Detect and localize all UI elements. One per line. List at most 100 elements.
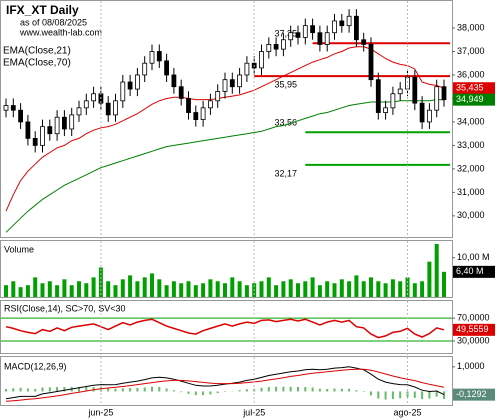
- volume-bar: [376, 281, 381, 297]
- y-tick-label: 30,0000: [457, 335, 490, 345]
- volume-bar: [171, 281, 176, 297]
- volume-bar: [77, 281, 81, 297]
- candle-body: [266, 44, 272, 52]
- value-badge: [453, 323, 495, 336]
- histogram-bar: [151, 386, 153, 392]
- histogram-bar: [435, 391, 438, 397]
- volume-bar: [369, 277, 373, 297]
- volume-bar: [332, 283, 337, 297]
- candle-body: [405, 76, 410, 90]
- legend-entry: EMA(Close,70): [3, 58, 71, 69]
- volume-bar: [40, 283, 45, 297]
- histogram-bar: [384, 391, 387, 400]
- histogram-bar: [48, 387, 51, 392]
- histogram-bar: [318, 388, 321, 392]
- histogram-bar: [238, 390, 241, 392]
- histogram-bar: [340, 388, 343, 392]
- value-badge: [453, 388, 495, 401]
- series-line: [5, 318, 445, 339]
- volume-bar: [164, 285, 169, 297]
- histogram-bar: [172, 390, 175, 392]
- histogram-bar: [289, 386, 292, 392]
- volume-bar: [310, 277, 315, 297]
- volume-bar: [120, 279, 125, 297]
- candle-body: [434, 86, 440, 111]
- candle-body: [346, 15, 352, 27]
- y-tick-label: 37,000: [457, 46, 485, 56]
- candle-body: [280, 39, 286, 50]
- candle-body: [47, 126, 53, 135]
- series-line: [5, 99, 445, 233]
- volume-bar: [347, 281, 352, 297]
- level-label: 37,35: [274, 29, 297, 39]
- histogram-bar: [41, 387, 44, 392]
- candle-body: [207, 100, 213, 109]
- candle-body: [324, 32, 330, 45]
- panel-title: RSI(Close,14), SC>70, SV<30: [4, 303, 126, 313]
- value-badge-label: 35,435: [456, 83, 484, 93]
- level-label: 32,17: [274, 168, 297, 178]
- volume-bar: [442, 271, 446, 297]
- candle-body: [310, 25, 316, 34]
- value-badge-label: 6,40 M: [456, 266, 484, 276]
- volume-bar: [288, 279, 293, 297]
- candle-body: [127, 81, 133, 90]
- level-label: 35,95: [274, 80, 297, 90]
- volume-bar: [317, 285, 322, 297]
- volume-bar: [135, 281, 140, 297]
- candle-body: [412, 76, 418, 104]
- value-badge: [453, 93, 495, 106]
- candle-body: [134, 74, 140, 90]
- histogram-bar: [421, 391, 424, 400]
- candle-body: [397, 88, 403, 95]
- candle-body: [288, 32, 294, 41]
- volume-panel: [0, 240, 453, 298]
- volume-bar: [193, 285, 198, 297]
- candle-body: [156, 51, 162, 62]
- histogram-bar: [443, 391, 445, 399]
- candle-body: [361, 39, 367, 45]
- y-tick-label: 1,0000: [457, 361, 485, 371]
- x-tick-label: ago-25: [393, 407, 421, 417]
- candle-body: [200, 107, 206, 120]
- candle-body: [25, 121, 31, 139]
- histogram-bar: [326, 389, 329, 392]
- volume-bar: [179, 283, 184, 297]
- y-tick-label: 30,000: [457, 210, 485, 220]
- volume-bar: [208, 279, 213, 297]
- volume-bar: [281, 281, 286, 297]
- histogram-bar: [78, 387, 80, 392]
- volume-bar: [201, 283, 206, 297]
- volume-bar: [25, 285, 30, 297]
- candle-body: [69, 114, 75, 130]
- candle-body: [441, 86, 447, 101]
- y-tick-label: 38,000: [457, 22, 485, 32]
- histogram-bar: [355, 390, 358, 392]
- candle-body: [83, 100, 89, 109]
- volume-bar: [150, 273, 154, 297]
- y-tick-label: 10,00 M: [457, 252, 490, 262]
- y-tick-label: 34,000: [457, 116, 485, 126]
- volume-bar: [157, 279, 162, 297]
- candle-body: [368, 44, 374, 81]
- volume-bar: [237, 281, 242, 297]
- series-line: [5, 368, 445, 402]
- histogram-bar: [297, 387, 299, 392]
- candle-body: [149, 51, 155, 64]
- legend-entry: EMA(Close,21): [3, 46, 71, 57]
- panel-title: MACD(12,26,9): [4, 361, 67, 371]
- volume-bar: [91, 277, 96, 297]
- histogram-bar: [121, 388, 124, 392]
- histogram-bar: [19, 387, 22, 392]
- candle-body: [76, 107, 82, 116]
- candle-body: [244, 62, 250, 76]
- macd-panel: [0, 356, 453, 406]
- candle-body: [193, 112, 199, 120]
- histogram-bar: [377, 391, 380, 399]
- candle-body: [317, 32, 323, 45]
- x-tick-label: jun-25: [87, 407, 113, 417]
- volume-bar: [383, 283, 388, 297]
- candle-body: [237, 74, 243, 88]
- candle-body: [10, 105, 16, 111]
- candle-body: [339, 20, 345, 27]
